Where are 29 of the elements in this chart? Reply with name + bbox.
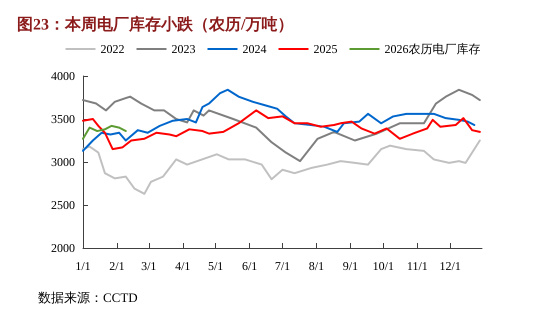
x-tick-label: 11/1 [406, 259, 428, 273]
source-note: 数据来源：CCTD [38, 290, 138, 305]
legend-label: 2025 [314, 42, 338, 56]
line-series [82, 124, 127, 140]
x-tick-label: 5/1 [208, 259, 224, 273]
x-tick-label: 4/1 [175, 259, 190, 273]
x-tick-label: 8/1 [308, 259, 324, 273]
chart-title: 图23：本周电厂库存小跌（农历/万吨） [17, 16, 294, 34]
x-tick-label: 9/1 [342, 259, 358, 273]
x-tick-label: 7/1 [274, 259, 290, 273]
legend-label: 2022 [100, 42, 124, 56]
x-tick-label: 2/1 [109, 259, 125, 273]
line-series [82, 140, 481, 195]
line-series [82, 109, 481, 150]
line-series [82, 88, 481, 162]
x-tick-label: 6/1 [242, 259, 258, 273]
line-series [82, 88, 476, 152]
x-tick-label: 10/1 [372, 259, 394, 273]
legend-label: 2024 [242, 42, 266, 56]
legend-label: 2023 [172, 42, 196, 56]
x-tick-label: 3/1 [141, 259, 156, 273]
y-tick-label: 3500 [51, 112, 75, 126]
y-tick-label: 2500 [51, 198, 75, 212]
y-tick-label: 3000 [51, 155, 75, 169]
x-tick-label: 1/1 [75, 259, 91, 273]
y-tick-label: 4000 [51, 69, 75, 83]
y-tick-label: 2000 [51, 241, 75, 255]
legend-label: 2026农历电厂库存 [384, 42, 480, 56]
x-tick-label: 12/1 [440, 259, 461, 273]
